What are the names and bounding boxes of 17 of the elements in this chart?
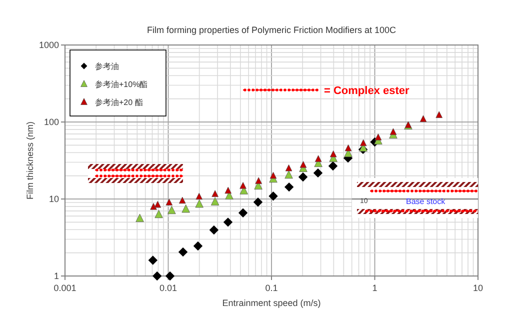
y-tick-label: 10: [48, 194, 59, 204]
x-axis-title: Entrainment speed (m/s): [222, 298, 321, 308]
y-tick-label: 100: [44, 117, 59, 127]
x-tick-label: 0.001: [54, 283, 76, 293]
x-tick-label: 0.01: [159, 283, 178, 293]
y-tick-label: 1000: [38, 40, 59, 50]
y-axis-title: Film thickness (nm): [25, 121, 35, 200]
legend-label: 参考油+10%酯: [95, 80, 148, 89]
x-tick-label: 0.1: [265, 283, 278, 293]
x-tick-label: 10: [472, 283, 484, 293]
y-tick-label: 1: [54, 271, 59, 281]
annotation: Base stock: [406, 197, 446, 206]
chart-title: Film forming properties of Polymeric Friction Modifiers at 100C: [146, 25, 397, 35]
legend-label: 参考油+20 酯: [95, 98, 143, 107]
x-tick-label: 1: [372, 283, 378, 293]
annotation: = Complex ester: [324, 85, 410, 97]
legend-label: 参考油: [95, 62, 119, 71]
